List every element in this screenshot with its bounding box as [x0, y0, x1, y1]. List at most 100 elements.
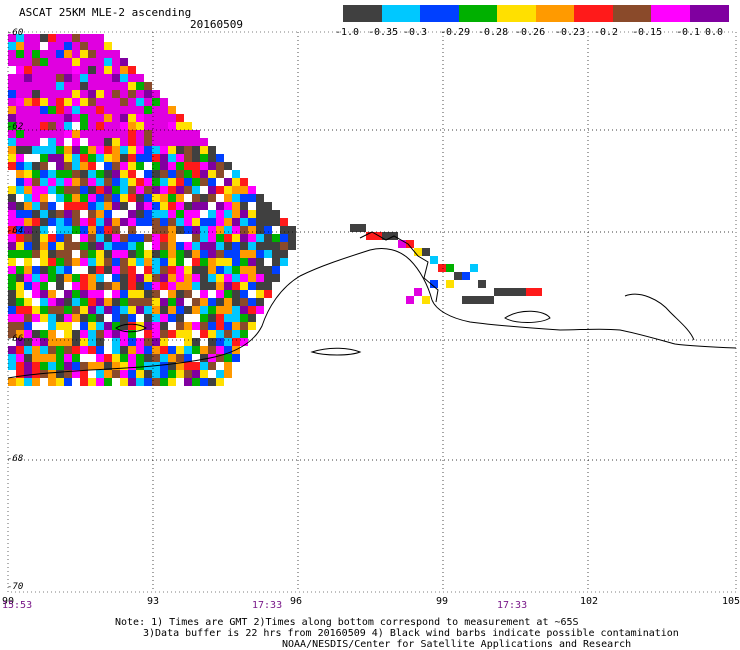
data-cell [128, 122, 136, 130]
data-cell [88, 178, 96, 186]
data-cell [48, 66, 56, 74]
data-cell [184, 242, 192, 250]
data-cell [104, 378, 112, 386]
data-cell [248, 210, 256, 218]
data-cell [88, 234, 96, 242]
data-cell [264, 266, 272, 274]
data-cell [112, 178, 120, 186]
data-cell [72, 258, 80, 266]
data-cell [40, 226, 48, 234]
data-cell [40, 234, 48, 242]
data-cell [176, 346, 184, 354]
data-cell [470, 264, 478, 272]
data-cell [136, 346, 144, 354]
data-cell [104, 338, 112, 346]
data-cell [136, 82, 144, 90]
lon-label: 96 [290, 596, 303, 607]
data-cell [184, 226, 192, 234]
data-cell [56, 250, 64, 258]
data-cell [144, 162, 152, 170]
data-cell [160, 202, 168, 210]
data-cell [104, 122, 112, 130]
data-cell [184, 234, 192, 242]
data-cell [16, 130, 24, 138]
data-cell [144, 314, 152, 322]
data-cell [152, 210, 160, 218]
data-cell [56, 154, 64, 162]
lon-label: 93 [147, 596, 160, 607]
data-cell [56, 202, 64, 210]
data-cell [96, 106, 104, 114]
data-cell [168, 290, 176, 298]
data-cell [160, 306, 168, 314]
data-cell [128, 234, 136, 242]
data-cell [96, 282, 104, 290]
data-cell [40, 354, 48, 362]
data-cell [104, 250, 112, 258]
data-cell [192, 226, 200, 234]
data-cell [120, 290, 128, 298]
data-cell [64, 178, 72, 186]
data-cell [144, 354, 152, 362]
data-cell [48, 242, 56, 250]
data-cell [120, 90, 128, 98]
data-cell [144, 266, 152, 274]
data-cell [16, 370, 24, 378]
data-cell [144, 114, 152, 122]
data-cell [176, 170, 184, 178]
data-cell [96, 298, 104, 306]
data-cell [240, 314, 248, 322]
data-cell [168, 346, 176, 354]
data-cell [16, 346, 24, 354]
data-cell [248, 186, 256, 194]
data-cell [200, 362, 208, 370]
data-cell [200, 298, 208, 306]
data-cell [8, 58, 16, 66]
data-cell [8, 162, 16, 170]
data-cell [96, 370, 104, 378]
data-cell [168, 162, 176, 170]
data-cell [168, 362, 176, 370]
data-cell [144, 330, 152, 338]
data-cell [160, 298, 168, 306]
data-cell [104, 210, 112, 218]
data-cell [96, 50, 104, 58]
data-cell [144, 138, 152, 146]
data-cell [216, 306, 224, 314]
data-cell [224, 274, 232, 282]
data-cell [112, 330, 120, 338]
data-cell [136, 242, 144, 250]
data-cell [176, 370, 184, 378]
data-cell [216, 202, 224, 210]
data-cell [232, 250, 240, 258]
data-cell [32, 290, 40, 298]
lat-label: -62 [7, 122, 24, 132]
data-cell [152, 162, 160, 170]
data-cell [88, 202, 96, 210]
data-cell [72, 226, 80, 234]
data-cell [224, 346, 232, 354]
data-cell [48, 74, 56, 82]
data-cell [168, 266, 176, 274]
data-cell [64, 98, 72, 106]
data-cell [176, 338, 184, 346]
data-cell [128, 186, 136, 194]
data-cell [80, 98, 88, 106]
data-cell [80, 338, 88, 346]
data-cell [32, 234, 40, 242]
data-cell [120, 114, 128, 122]
data-cell [24, 66, 32, 74]
data-cell [216, 378, 224, 386]
data-cell [184, 290, 192, 298]
data-cell [176, 154, 184, 162]
data-cell [88, 34, 96, 42]
data-cell [168, 138, 176, 146]
data-cell [72, 82, 80, 90]
data-cell [88, 298, 96, 306]
data-cell [232, 322, 240, 330]
lat-label: -68 [7, 454, 24, 464]
data-cell [80, 130, 88, 138]
data-cell [192, 330, 200, 338]
data-cell [120, 186, 128, 194]
data-cell [32, 202, 40, 210]
